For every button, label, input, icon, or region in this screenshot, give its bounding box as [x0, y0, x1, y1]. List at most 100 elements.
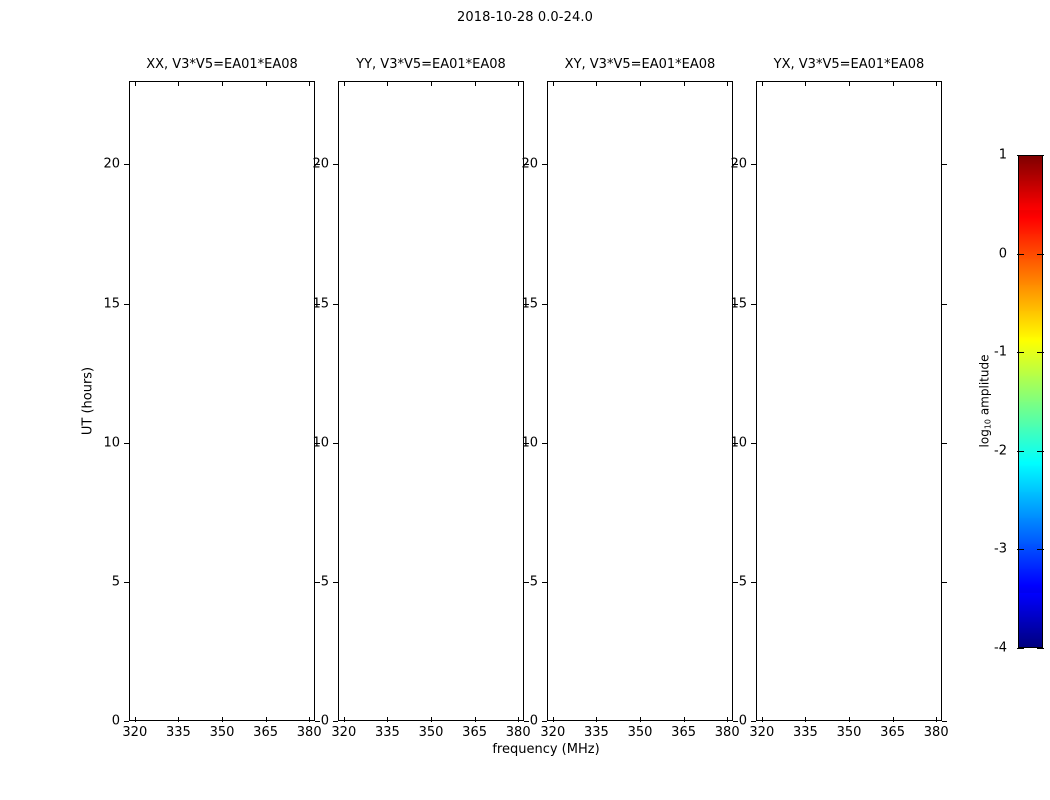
ytick-mark	[124, 303, 129, 305]
ytick-mark	[542, 164, 547, 166]
colorbar-tick-mark-right	[1037, 450, 1044, 452]
ytick-mark-right	[524, 581, 529, 583]
ytick-mark	[751, 721, 756, 722]
xtick-mark-top	[474, 81, 476, 86]
ytick-mark	[751, 164, 756, 166]
colorbar-tick-mark-right	[1037, 253, 1044, 255]
xtick-label: 335	[374, 725, 400, 740]
ytick-label: 0	[529, 713, 538, 729]
xtick-label: 320	[749, 725, 775, 740]
ytick-mark-right	[733, 164, 738, 166]
figure-suptitle: 2018-10-28 0.0-24.0	[457, 10, 593, 25]
ytick-label: 5	[529, 574, 538, 590]
xtick-mark-top	[518, 81, 520, 86]
xtick-mark-top	[683, 81, 685, 86]
xtick-mark-top	[265, 81, 267, 86]
ytick-mark	[542, 303, 547, 305]
panel-yy: YY, V3*V5=EA01*EA08 320 335 350 365 380 0 5 10 15…	[312, 57, 530, 740]
ytick-mark	[333, 164, 338, 166]
ytick-mark-right	[315, 581, 320, 583]
colorbar-tick-label: 0	[998, 246, 1007, 262]
panel-frame-yx	[756, 81, 942, 721]
ytick-mark-right	[942, 721, 947, 722]
xtick-label: 320	[540, 725, 566, 740]
ytick-mark	[124, 581, 129, 583]
xtick-label: 320	[331, 725, 357, 740]
panel-title-yx: YX, V3*V5=EA01*EA08	[773, 57, 925, 72]
colorbar-tick-mark	[1017, 155, 1024, 156]
xtick-label: 380	[296, 725, 322, 740]
panel-frame-xy	[547, 81, 733, 721]
xtick-mark	[309, 717, 311, 722]
ytick-mark-right	[942, 303, 947, 305]
colorbar-tick-mark	[1017, 352, 1024, 354]
colorbar-tick-mark-right	[1037, 549, 1044, 551]
xtick-mark-top	[343, 81, 345, 86]
xtick-mark-top	[727, 81, 729, 86]
xtick-mark	[596, 717, 598, 722]
ytick-mark	[124, 442, 129, 444]
ytick-mark	[751, 442, 756, 444]
colorbar-tick-mark-right	[1037, 352, 1044, 354]
ytick-label: 10	[730, 435, 747, 451]
xtick-label: 365	[880, 725, 906, 740]
ytick-mark-right	[942, 164, 947, 166]
ytick-label: 5	[111, 574, 120, 590]
xtick-mark-top	[596, 81, 598, 86]
xtick-mark	[178, 717, 180, 722]
colorbar-title: log10 amplitude	[978, 355, 993, 448]
xtick-mark	[265, 717, 267, 722]
ytick-mark	[333, 442, 338, 444]
ytick-label: 0	[320, 713, 329, 729]
ytick-label: 20	[312, 156, 329, 172]
colorbar-tick-label: 1	[998, 147, 1007, 163]
ytick-mark-right	[315, 721, 320, 722]
colorbar-title-subscript: 10	[983, 418, 993, 430]
ytick-mark-right	[315, 164, 320, 166]
xtick-label: 380	[505, 725, 531, 740]
xtick-mark-top	[805, 81, 807, 86]
colorbar-tick-mark	[1017, 549, 1024, 551]
xtick-label: 335	[792, 725, 818, 740]
xtick-label: 335	[165, 725, 191, 740]
xtick-mark	[936, 717, 938, 722]
xtick-label: 380	[714, 725, 740, 740]
xtick-mark	[431, 717, 432, 722]
panel-frame-yy	[338, 81, 524, 721]
ytick-mark	[751, 303, 756, 305]
colorbar-tick-label: -4	[994, 640, 1007, 656]
xtick-label: 350	[836, 725, 862, 740]
panel-title-xy: XY, V3*V5=EA01*EA08	[564, 57, 716, 72]
panel-frame-xx	[129, 81, 315, 721]
colorbar-tick-label: -2	[994, 443, 1007, 459]
colorbar-tick-mark	[1017, 648, 1024, 649]
yaxis-title-wrapper: UT (hours)	[81, 0, 97, 800]
ytick-mark-right	[524, 721, 529, 722]
ytick-mark-right	[524, 164, 529, 166]
xtick-mark-top	[936, 81, 938, 86]
panel-title-yy: YY, V3*V5=EA01*EA08	[356, 57, 506, 72]
colorbar-gradient	[1019, 156, 1042, 647]
xtick-label: 365	[462, 725, 488, 740]
xtick-mark-top	[761, 81, 763, 86]
panel-title-xx: XX, V3*V5=EA01*EA08	[146, 57, 298, 72]
xtick-mark	[222, 717, 223, 722]
colorbar: 1 0 -1 -2 -3 -4	[994, 148, 1044, 656]
xtick-mark	[805, 717, 807, 722]
ytick-mark	[333, 303, 338, 305]
xtick-mark-top	[431, 81, 432, 86]
xtick-mark-top	[849, 81, 850, 86]
xtick-label: 365	[671, 725, 697, 740]
ytick-mark-right	[733, 442, 738, 444]
ytick-mark-right	[942, 442, 947, 444]
ytick-label: 20	[103, 156, 120, 172]
ytick-label: 0	[738, 713, 747, 729]
xaxis-title: frequency (MHz)	[492, 742, 600, 757]
ytick-mark-right	[315, 442, 320, 444]
xtick-mark-top	[134, 81, 136, 86]
xtick-label: 365	[253, 725, 279, 740]
xtick-label: 320	[122, 725, 148, 740]
xtick-mark	[727, 717, 729, 722]
ytick-mark	[124, 721, 129, 722]
